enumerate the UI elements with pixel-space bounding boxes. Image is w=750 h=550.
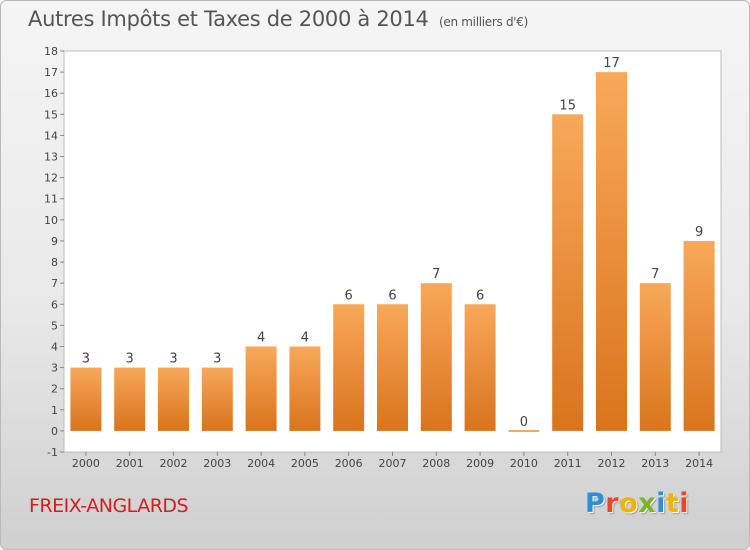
y-tick-label: 2 bbox=[51, 383, 58, 396]
y-tick-label: 10 bbox=[44, 214, 58, 227]
data-label: 0 bbox=[520, 415, 528, 430]
bar-2009[interactable] bbox=[464, 304, 496, 431]
y-tick-label: 9 bbox=[51, 235, 58, 248]
data-label: 6 bbox=[388, 288, 396, 303]
y-tick-label: 6 bbox=[51, 298, 58, 311]
x-tick-label: 2010 bbox=[510, 457, 538, 470]
x-tick-label: 2000 bbox=[72, 457, 100, 470]
x-tick-label: 2005 bbox=[291, 457, 319, 470]
data-label: 7 bbox=[651, 267, 659, 282]
data-label: 3 bbox=[126, 352, 134, 367]
bar-2008[interactable] bbox=[420, 283, 452, 431]
data-label: 3 bbox=[82, 352, 90, 367]
x-tick-label: 2001 bbox=[116, 457, 144, 470]
y-tick-label: 13 bbox=[44, 151, 58, 164]
bar-2004[interactable] bbox=[245, 346, 277, 431]
logo-letter: t bbox=[665, 488, 680, 519]
logo-letter: o bbox=[619, 488, 639, 519]
bar-2007[interactable] bbox=[377, 304, 408, 431]
bar-2014[interactable] bbox=[683, 240, 715, 431]
bar-2005[interactable] bbox=[289, 346, 321, 431]
data-label: 3 bbox=[169, 352, 177, 367]
logo-letter: r bbox=[605, 488, 620, 519]
y-tick-label: 8 bbox=[51, 256, 58, 269]
y-tick-label: -1 bbox=[47, 446, 58, 459]
chart-title: Autres Impôts et Taxes de 2000 à 2014 (e… bbox=[28, 7, 528, 31]
x-tick-label: 2004 bbox=[247, 457, 275, 470]
chart-unit: (en milliers d'€) bbox=[439, 15, 529, 29]
x-tick-label: 2009 bbox=[466, 457, 494, 470]
x-tick-label: 2014 bbox=[685, 457, 713, 470]
y-tick-label: 18 bbox=[44, 45, 58, 58]
bar-2001[interactable] bbox=[114, 367, 146, 431]
y-tick-label: 5 bbox=[51, 319, 58, 332]
y-tick-label: 16 bbox=[44, 87, 58, 100]
proxiti-logo[interactable]: Proxiti bbox=[585, 488, 689, 519]
bar-2010[interactable] bbox=[508, 430, 540, 432]
x-tick-label: 2008 bbox=[422, 457, 450, 470]
y-tick-label: 3 bbox=[51, 362, 58, 375]
logo-letter: x bbox=[638, 488, 657, 519]
bar-2013[interactable] bbox=[639, 283, 671, 431]
data-label: 15 bbox=[559, 98, 576, 113]
data-label: 9 bbox=[695, 225, 703, 240]
x-tick-label: 2002 bbox=[160, 457, 188, 470]
y-tick-label: 14 bbox=[44, 129, 58, 142]
data-label: 6 bbox=[476, 288, 484, 303]
data-label: 17 bbox=[603, 56, 620, 71]
x-tick-label: 2013 bbox=[641, 457, 669, 470]
y-tick-label: 17 bbox=[44, 66, 58, 79]
y-tick-label: 15 bbox=[44, 108, 58, 121]
bar-2012[interactable] bbox=[596, 72, 627, 431]
commune-name: FREIX-ANGLARDS bbox=[29, 495, 189, 517]
data-label: 7 bbox=[432, 267, 440, 282]
y-tick-label: 12 bbox=[44, 172, 58, 185]
logo-letter: P bbox=[585, 488, 606, 519]
x-tick-label: 2006 bbox=[335, 457, 363, 470]
x-tick-label: 2003 bbox=[203, 457, 231, 470]
y-tick-label: 7 bbox=[51, 277, 58, 290]
bar-2000[interactable] bbox=[70, 367, 102, 431]
x-tick-label: 2011 bbox=[554, 457, 582, 470]
y-tick-label: 4 bbox=[51, 340, 58, 353]
x-tick-label: 2007 bbox=[379, 457, 407, 470]
y-tick-label: 1 bbox=[51, 404, 58, 417]
logo-letter: i bbox=[679, 488, 690, 519]
chart-title-text: Autres Impôts et Taxes de 2000 à 2014 bbox=[28, 7, 429, 31]
bar-2011[interactable] bbox=[552, 114, 584, 431]
bar-2006[interactable] bbox=[333, 304, 365, 431]
data-label: 4 bbox=[301, 330, 309, 345]
bar-2003[interactable] bbox=[201, 367, 233, 431]
bar-2002[interactable] bbox=[158, 367, 189, 431]
logo-letter: i bbox=[656, 488, 666, 519]
data-label: 4 bbox=[257, 330, 265, 345]
y-tick-label: 11 bbox=[44, 193, 58, 206]
x-tick-label: 2012 bbox=[598, 457, 626, 470]
data-label: 3 bbox=[213, 352, 221, 367]
y-tick-label: 0 bbox=[51, 425, 58, 438]
data-label: 6 bbox=[345, 288, 353, 303]
